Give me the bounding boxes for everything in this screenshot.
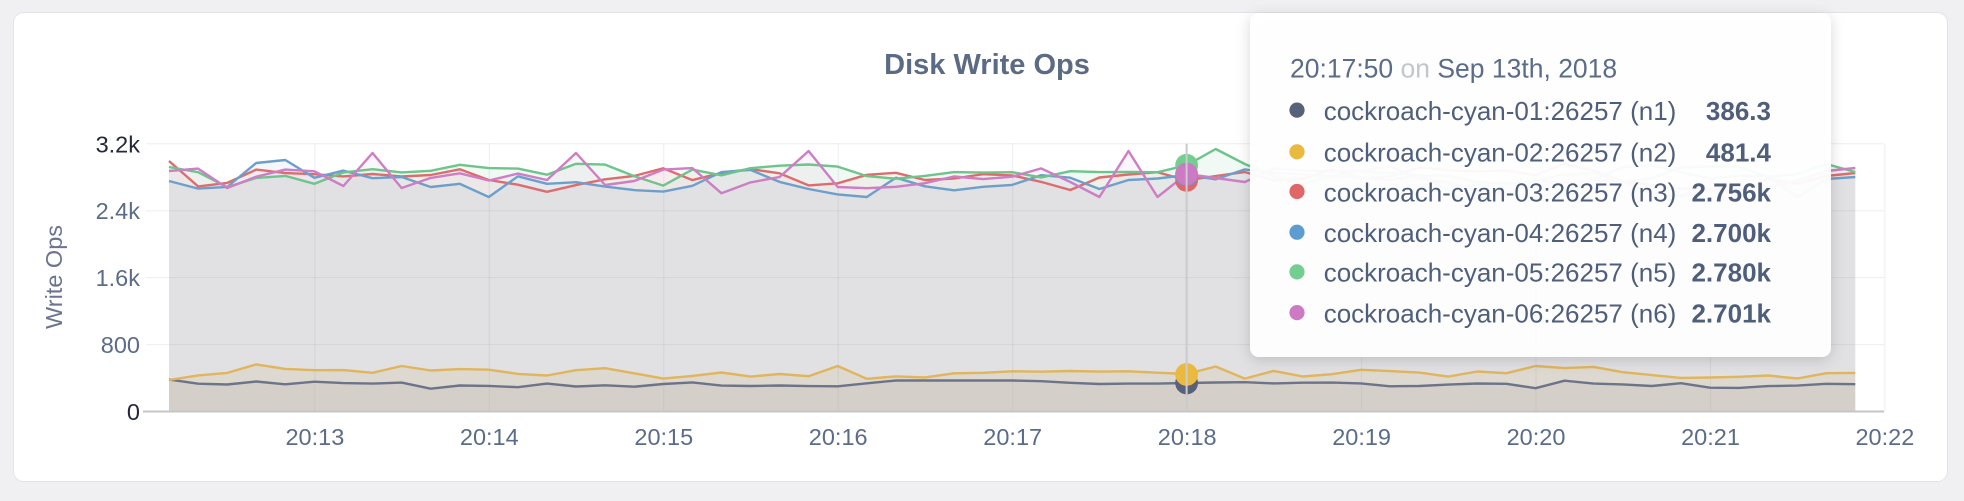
svg-text:cockroach-cyan-04:26257 (n4): cockroach-cyan-04:26257 (n4) xyxy=(1324,218,1677,248)
svg-text:0: 0 xyxy=(127,399,140,425)
svg-text:386.3: 386.3 xyxy=(1706,96,1771,126)
svg-text:20:17: 20:17 xyxy=(983,424,1042,450)
svg-text:20:21: 20:21 xyxy=(1681,424,1740,450)
svg-text:cockroach-cyan-06:26257 (n6): cockroach-cyan-06:26257 (n6) xyxy=(1324,298,1677,328)
svg-text:20:14: 20:14 xyxy=(460,424,519,450)
svg-text:20:22: 20:22 xyxy=(1855,424,1914,450)
svg-text:Write Ops: Write Ops xyxy=(41,225,67,329)
svg-text:2.700k: 2.700k xyxy=(1691,218,1771,248)
svg-text:20:18: 20:18 xyxy=(1158,424,1217,450)
svg-text:2.701k: 2.701k xyxy=(1691,298,1771,328)
svg-text:20:16: 20:16 xyxy=(809,424,868,450)
svg-text:20:13: 20:13 xyxy=(285,424,344,450)
svg-text:cockroach-cyan-05:26257 (n5): cockroach-cyan-05:26257 (n5) xyxy=(1324,258,1677,288)
svg-text:cockroach-cyan-01:26257 (n1): cockroach-cyan-01:26257 (n1) xyxy=(1324,96,1677,126)
svg-text:20:15: 20:15 xyxy=(634,424,693,450)
svg-text:1.6k: 1.6k xyxy=(96,265,141,291)
svg-text:800: 800 xyxy=(101,332,140,358)
svg-text:2.4k: 2.4k xyxy=(96,198,141,224)
svg-text:2.756k: 2.756k xyxy=(1691,177,1771,207)
svg-text:20:19: 20:19 xyxy=(1332,424,1391,450)
svg-text:20:20: 20:20 xyxy=(1507,424,1566,450)
svg-text:2.780k: 2.780k xyxy=(1691,258,1771,288)
svg-text:20:17:50 on Sep 13th, 2018: 20:17:50 on Sep 13th, 2018 xyxy=(1290,54,1617,84)
svg-text:Disk Write Ops: Disk Write Ops xyxy=(884,49,1090,81)
svg-text:cockroach-cyan-03:26257 (n3): cockroach-cyan-03:26257 (n3) xyxy=(1324,177,1677,207)
svg-text:cockroach-cyan-02:26257 (n2): cockroach-cyan-02:26257 (n2) xyxy=(1324,138,1677,168)
svg-text:3.2k: 3.2k xyxy=(96,131,141,157)
svg-text:481.4: 481.4 xyxy=(1706,138,1772,168)
